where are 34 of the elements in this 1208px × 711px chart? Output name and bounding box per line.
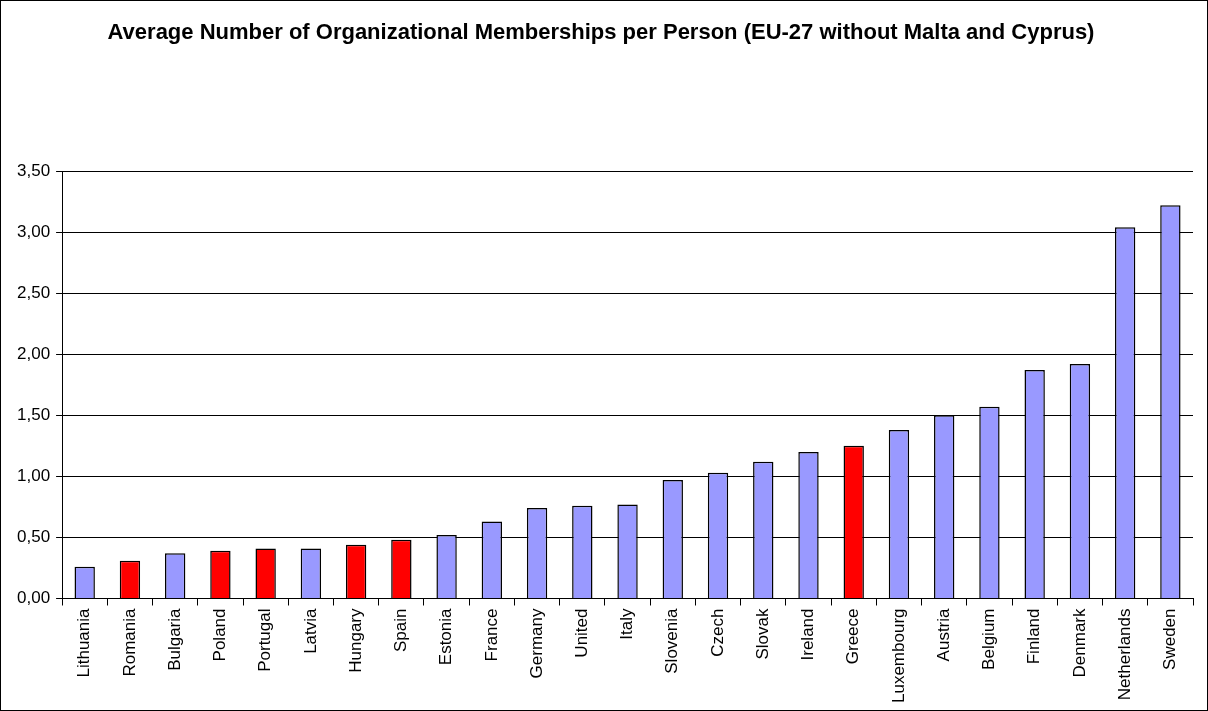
x-tick-label: Slovak [752,608,772,660]
chart-title: Average Number of Organizational Memberships per Person (EU-27 without Malta and Cyprus) [106,18,1096,46]
x-tick-label: Hungary [345,608,365,673]
x-tick-label: Bulgaria [164,607,184,671]
y-tick-label: 2,00 [16,343,51,363]
x-tick-label: Spain [391,608,411,652]
x-tick-label: Italy [617,608,637,640]
y-tick-label: 0,00 [16,588,51,608]
x-tick-label: Latvia [300,607,320,654]
x-tick-label: Austria [933,607,953,662]
x-tick-label: Finland [1024,608,1044,665]
x-tick-label: Slovenia [662,607,682,674]
x-tick-label: France [481,608,501,662]
y-tick-label: 1,50 [16,404,51,424]
x-tick-label: Sweden [1160,608,1180,670]
x-tick-label: Estonia [436,607,456,666]
x-tick-label: Luxembourg [888,608,908,704]
x-tick-label: United [571,608,591,658]
x-tick-label: Portugal [255,608,275,672]
x-tick-label: Lithuania [74,607,94,678]
x-tick-label: Romania [119,607,139,677]
x-tick-label: Germany [526,608,546,679]
y-tick-label: 0,50 [16,527,51,547]
x-tick-label: Ireland [798,608,818,661]
x-tick-label: Greece [843,608,863,665]
x-tick-label: Czech [707,608,727,657]
y-tick-label: 2,50 [16,282,51,302]
y-tick-label: 1,00 [16,466,51,486]
y-tick-label: 3,50 [16,160,51,180]
y-tick-label: 3,00 [16,221,51,241]
x-tick-label: Poland [210,608,230,662]
x-tick-label: Belgium [979,608,999,670]
x-tick-label: Denmark [1069,608,1089,678]
x-tick-label: Netherlands [1114,608,1134,701]
